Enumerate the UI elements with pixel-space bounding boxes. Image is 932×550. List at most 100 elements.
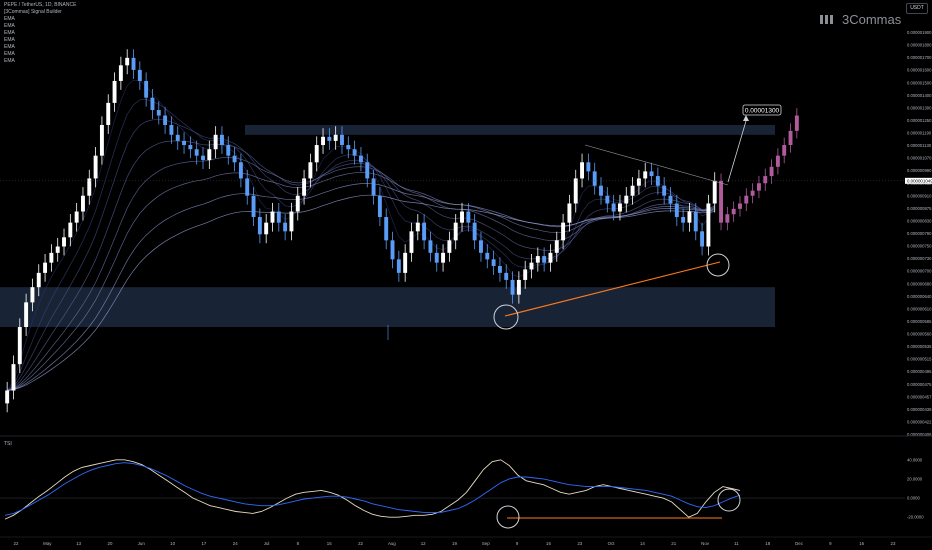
candle-body [62,237,66,247]
price-tick-label: 0.000000560 [907,332,932,337]
time-tick-label: 16 [546,541,551,546]
currency-unit-button[interactable]: USDT [906,3,928,14]
candle-body [706,203,711,247]
tsi-pane-label: TSI [4,441,12,447]
indicator-ema[interactable]: EMA [4,51,15,57]
projected-candle-body [788,130,793,146]
brand-logo: 3Commas [820,12,901,27]
projected-candle-body [782,145,787,156]
time-tick-label: 17 [201,541,206,546]
time-tick-label: 19 [452,541,457,546]
time-tick-label: 14 [640,541,645,546]
candle-body [491,259,496,267]
candle-body [156,110,161,116]
price-tick-label: 0.000000422 [907,419,932,424]
candle-body [662,185,667,196]
candle-body [428,240,433,253]
candle-body [213,134,218,150]
symbol-line: PEPE / TetherUS, 1D, BINANCE [4,2,77,8]
candle-body [390,240,395,260]
time-tick-label: 22 [358,541,363,546]
price-tick-label: 0.000000457 [907,394,932,399]
candle-body [226,145,231,156]
ema-line [6,99,715,391]
brand-name: 3Commas [842,12,902,27]
price-tick-label: 0.000001190 [907,131,932,136]
time-tick-label: 12 [421,541,426,546]
candle-body [201,155,205,161]
time-tick-label: 18 [765,541,770,546]
candle-body [649,171,654,177]
time-tick-label: Aug [388,541,396,546]
indicator-ema[interactable]: EMA [4,16,15,22]
indicator-ema[interactable]: EMA [4,37,15,43]
candle-body [232,155,237,163]
candle-body [624,195,629,204]
candle-body [605,195,610,204]
candle-body [567,203,572,223]
candle-body [687,211,692,223]
tsi-tick-label: 0.0000 [907,496,920,501]
candle-body [93,155,98,179]
candle-body [314,145,319,163]
target-arrow-line [727,120,747,183]
time-tick-label: Oct [608,541,616,546]
candle-body [106,102,111,125]
candle-body [479,240,483,253]
candle-body [5,390,10,404]
candle-body [131,57,136,70]
candle-body [264,222,269,235]
tsi-tick-label: 40.0000 [907,457,923,462]
price-tick-label: 0.000001600 [907,68,932,73]
candle-body [485,252,490,260]
price-tick-label: 0.000001900 [907,30,932,35]
indicator-ema[interactable]: EMA [4,23,15,29]
price-tick-label: 0.000000585 [907,319,932,324]
candle-body [219,134,224,146]
price-tick-label: 0.000000640 [907,294,932,299]
projected-candle-body [744,195,749,204]
price-tick-label: 0.000000439 [907,407,932,412]
tsi-signal-line [4,462,741,516]
projected-candle-body [769,166,774,177]
candle-body [302,178,307,196]
candle-body [460,211,464,223]
tsi-tick-label: -20.0000 [907,515,924,520]
candle-body [409,231,414,253]
candle-body [599,185,603,196]
candle-body [561,222,566,241]
candle-body [207,149,212,161]
time-tick-label: 11 [734,541,739,546]
price-tick-label: 0.000000406 [907,432,932,437]
price-tick-label: 0.000000475 [907,382,932,387]
indicator-ema[interactable]: EMA [4,30,15,36]
candle-body [257,217,262,235]
rising-support-trendline [504,261,721,317]
indicator-ema[interactable]: EMA [4,58,15,64]
candle-body [283,222,288,232]
support-zone [0,287,775,327]
candle-body [592,171,597,186]
indicator-ema[interactable]: EMA [4,44,15,50]
candle-body [497,266,502,273]
projected-candle-body [750,190,755,196]
indicator-signal-builder[interactable]: [3Commas] Signal Builder [4,9,62,15]
time-tick-label: 9 [516,541,519,546]
time-tick-label: May [43,541,52,546]
candle-body [118,65,123,81]
price-tick-label: 0.000001130 [907,143,932,148]
candle-body [681,217,686,223]
time-tick-label: Sep [482,541,490,546]
candle-body [542,256,547,263]
candle-body [270,211,275,223]
candle-body [289,211,294,232]
candle-body [340,134,344,146]
candle-body [636,178,641,186]
candle-body [11,364,16,391]
price-tick-label: 0.000000515 [907,357,932,362]
projection-layer [719,108,799,231]
candle-body [169,124,174,135]
candle-body [586,162,591,172]
candles-layer [5,49,717,413]
